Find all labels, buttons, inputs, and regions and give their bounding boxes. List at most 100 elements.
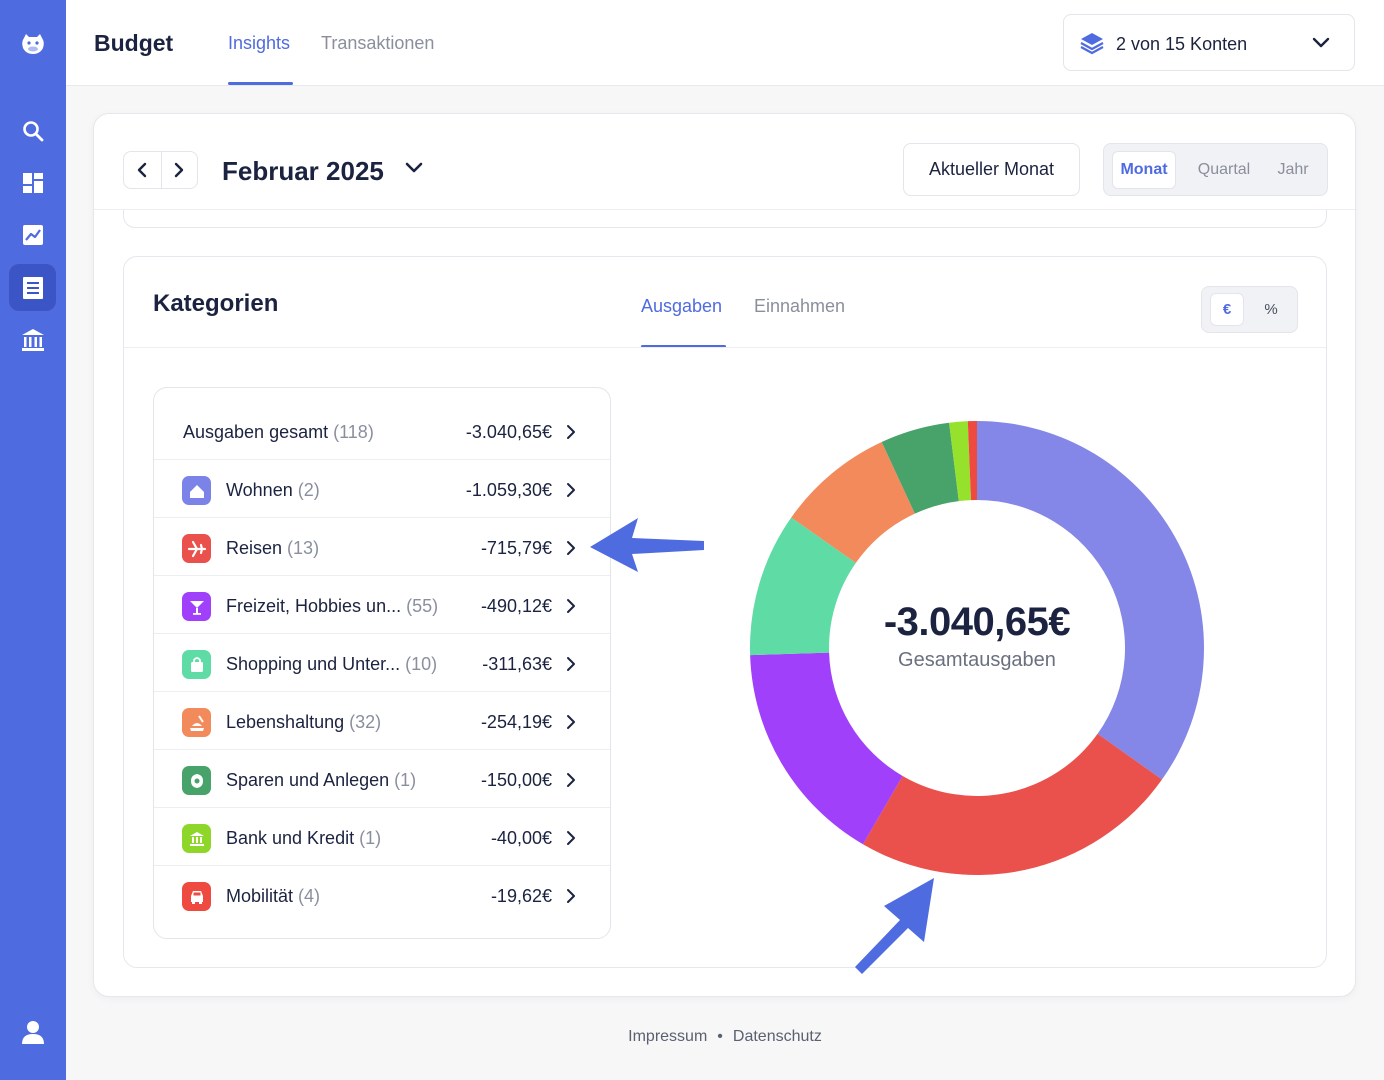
categories-title: Kategorien bbox=[153, 290, 279, 317]
period-selector: Monat Quartal Jahr bbox=[1103, 143, 1328, 196]
month-navigation bbox=[123, 151, 198, 189]
category-row[interactable]: Sparen und Anlegen (1) -150,00€ bbox=[154, 750, 610, 808]
category-name: Sparen und Anlegen bbox=[226, 770, 390, 790]
donut-segment[interactable] bbox=[791, 441, 915, 563]
category-name: Freizeit, Hobbies un... bbox=[226, 596, 402, 616]
tab-ausgaben[interactable]: Ausgaben bbox=[641, 296, 723, 316]
category-row[interactable]: Mobilität (4) -19,62€ bbox=[154, 866, 610, 924]
spending-donut-chart bbox=[750, 421, 1204, 875]
category-count: (4) bbox=[298, 886, 321, 906]
donut-segment[interactable] bbox=[949, 421, 972, 502]
category-total-label: Ausgaben gesamt bbox=[183, 422, 329, 442]
chevron-right-icon bbox=[566, 598, 576, 619]
car-icon bbox=[182, 882, 211, 911]
chevron-right-icon bbox=[566, 830, 576, 851]
donut-center: -3.040,65€ Gesamtausgaben bbox=[849, 600, 1105, 672]
list-icon[interactable] bbox=[9, 264, 56, 311]
divider bbox=[124, 347, 1326, 348]
account-selector[interactable]: 2 von 15 Konten bbox=[1063, 14, 1355, 71]
category-amount: -40,00€ bbox=[490, 828, 552, 848]
shopping-bag-icon bbox=[182, 650, 211, 679]
category-row[interactable]: Freizeit, Hobbies un... (55) -490,12€ bbox=[154, 576, 610, 634]
chevron-right-icon bbox=[175, 162, 184, 178]
unit-toggle: € % bbox=[1201, 286, 1298, 333]
unit-euro-button[interactable]: € bbox=[1210, 293, 1244, 326]
period-quarter[interactable]: Quartal bbox=[1197, 161, 1251, 178]
category-count: (10) bbox=[405, 654, 438, 674]
current-month-button[interactable]: Aktueller Monat bbox=[903, 143, 1080, 196]
bank-icon bbox=[182, 824, 211, 853]
category-row[interactable]: Reisen (13) -715,79€ bbox=[154, 518, 610, 576]
previous-month-button[interactable] bbox=[124, 152, 161, 188]
hippo-logo-icon[interactable] bbox=[9, 20, 56, 67]
donut-segment[interactable] bbox=[967, 421, 977, 501]
category-row[interactable]: Shopping und Unter... (10) -311,63€ bbox=[154, 634, 610, 692]
category-count: (32) bbox=[349, 712, 382, 732]
donut-total-value: -3.040,65€ bbox=[883, 600, 1071, 644]
category-row[interactable]: Lebenshaltung (32) -254,19€ bbox=[154, 692, 610, 750]
donut-segment[interactable] bbox=[750, 517, 856, 656]
footer-separator: • bbox=[717, 1028, 723, 1045]
cocktail-icon bbox=[182, 592, 211, 621]
tab-active-indicator bbox=[641, 345, 726, 348]
budget-card: Februar 2025 Aktueller Monat Monat Quart… bbox=[93, 113, 1356, 997]
donut-total-label: Gesamtausgaben bbox=[898, 649, 1056, 671]
period-month[interactable]: Monat bbox=[1112, 151, 1176, 189]
donut-segment[interactable] bbox=[881, 422, 959, 514]
savings-icon bbox=[182, 766, 211, 795]
donut-segment[interactable] bbox=[977, 421, 1204, 780]
user-icon[interactable] bbox=[9, 1008, 56, 1055]
account-selector-label: 2 von 15 Konten bbox=[1116, 34, 1248, 54]
impressum-link[interactable]: Impressum bbox=[628, 1028, 708, 1045]
chevron-down-icon[interactable] bbox=[404, 161, 424, 180]
category-amount: -1.059,30€ bbox=[465, 480, 552, 500]
category-amount: -19,62€ bbox=[490, 886, 552, 906]
chevron-right-icon bbox=[566, 656, 576, 677]
unit-percent-button[interactable]: % bbox=[1264, 301, 1278, 318]
search-icon[interactable] bbox=[9, 107, 56, 154]
footer: Impressum • Datenschutz bbox=[0, 1028, 1384, 1046]
divider bbox=[94, 209, 1355, 210]
category-amount: -490,12€ bbox=[480, 596, 552, 616]
layers-icon bbox=[1080, 31, 1104, 60]
house-icon bbox=[182, 476, 211, 505]
category-row[interactable]: Bank und Kredit (1) -40,00€ bbox=[154, 808, 610, 866]
category-name: Lebenshaltung bbox=[226, 712, 345, 732]
category-name: Bank und Kredit bbox=[226, 828, 355, 848]
period-year[interactable]: Jahr bbox=[1277, 161, 1309, 178]
category-name: Wohnen bbox=[226, 480, 293, 500]
chevron-right-icon bbox=[566, 772, 576, 793]
app-title: Budget bbox=[94, 30, 174, 56]
chevron-right-icon bbox=[566, 482, 576, 503]
next-month-button[interactable] bbox=[160, 152, 198, 188]
category-count: (1) bbox=[394, 770, 417, 790]
collapsed-panel bbox=[123, 210, 1327, 228]
category-total-count: (118) bbox=[333, 422, 374, 442]
donut-segment[interactable] bbox=[862, 733, 1162, 875]
category-name: Shopping und Unter... bbox=[226, 654, 401, 674]
tab-transaktionen[interactable]: Transaktionen bbox=[321, 33, 435, 53]
chevron-down-icon bbox=[1312, 35, 1330, 54]
category-amount: -150,00€ bbox=[480, 770, 552, 790]
category-list: Ausgaben gesamt (118) -3.040,65€ Wohnen … bbox=[153, 387, 611, 939]
category-row[interactable]: Wohnen (2) -1.059,30€ bbox=[154, 460, 610, 518]
donut-segment[interactable] bbox=[750, 652, 903, 845]
chart-icon[interactable] bbox=[9, 211, 56, 258]
category-total-amount: -3.040,65€ bbox=[465, 422, 552, 442]
category-count: (2) bbox=[297, 480, 320, 500]
category-total-row[interactable]: Ausgaben gesamt (118) -3.040,65€ bbox=[154, 402, 610, 460]
month-title[interactable]: Februar 2025 bbox=[222, 156, 384, 186]
datenschutz-link[interactable]: Datenschutz bbox=[732, 1028, 822, 1045]
cooking-icon bbox=[182, 708, 211, 737]
top-bar: Budget Insights Transaktionen 2 von 15 K… bbox=[66, 0, 1384, 86]
bank-icon[interactable] bbox=[9, 316, 56, 363]
plane-icon bbox=[182, 534, 211, 563]
sidebar bbox=[0, 0, 66, 1080]
tab-einnahmen[interactable]: Einnahmen bbox=[754, 296, 846, 316]
annotation-arrow-up bbox=[855, 878, 934, 974]
dashboard-icon[interactable] bbox=[9, 159, 56, 206]
category-amount: -311,63€ bbox=[482, 654, 552, 674]
category-name: Mobilität bbox=[226, 886, 294, 906]
tab-insights[interactable]: Insights bbox=[228, 33, 291, 53]
category-count: (13) bbox=[287, 538, 320, 558]
